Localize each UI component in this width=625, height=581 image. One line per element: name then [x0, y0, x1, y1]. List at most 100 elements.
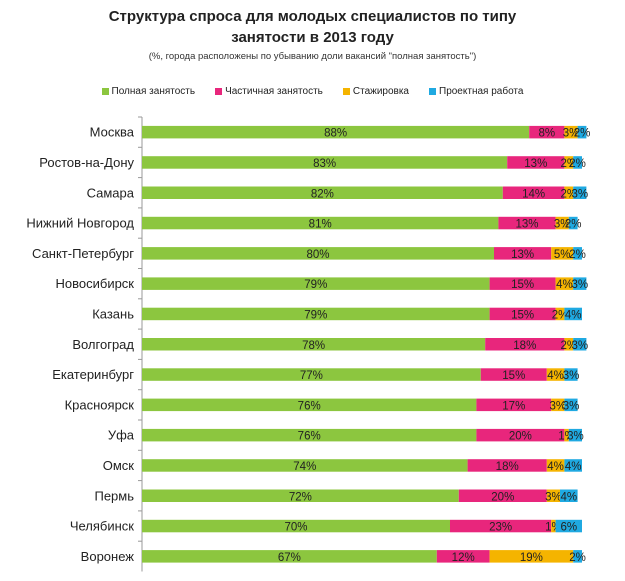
bar-segment: [142, 398, 477, 412]
data-label: 19%: [520, 552, 543, 564]
bar-segment: [485, 338, 565, 351]
bar-segment: [142, 338, 486, 351]
data-label: 81%: [309, 219, 332, 231]
bar-segment: [142, 216, 499, 230]
data-label: 88%: [324, 128, 347, 140]
bar-segment: [489, 550, 574, 563]
data-label: 18%: [513, 340, 536, 352]
bar-segment: [564, 307, 582, 321]
data-label: 5%: [554, 249, 571, 261]
legend-swatch: [215, 88, 223, 95]
bar-segment: [502, 186, 565, 199]
bar-segment: [573, 247, 582, 260]
category-label: Уфа: [108, 428, 135, 443]
data-label: 67%: [278, 552, 301, 564]
bar-segment: [564, 156, 574, 169]
bar-segment: [555, 307, 565, 321]
bar-segment: [142, 459, 468, 472]
category-label: Казань: [92, 306, 134, 321]
data-label: 6%: [560, 522, 577, 534]
bar-segment: [577, 125, 587, 139]
data-label: 3%: [563, 370, 580, 382]
category-label: Ростов-на-Дону: [39, 155, 134, 170]
data-label: 2%: [560, 188, 577, 200]
bar-segment: [546, 489, 560, 502]
legend-swatch: [342, 88, 350, 95]
category-label: Екатеринбург: [52, 367, 134, 382]
data-label: 76%: [298, 400, 321, 412]
legend-item: Стажировка: [342, 86, 409, 97]
bar-segment: [551, 519, 556, 533]
category-label: Воронеж: [81, 549, 135, 564]
bar-segment: [555, 216, 569, 230]
bar-segment: [450, 519, 552, 533]
data-label: 78%: [302, 340, 325, 352]
data-label: 72%: [289, 491, 312, 503]
bar-segment: [142, 247, 494, 260]
bar-segment: [498, 216, 556, 230]
bar-segment: [142, 186, 503, 199]
data-label: 76%: [298, 431, 321, 443]
data-label: 77%: [300, 370, 323, 382]
bar-segment: [489, 277, 556, 290]
chart-title: Структура спроса для молодых специалисто…: [0, 6, 625, 48]
bar-segment: [142, 550, 437, 563]
legend: Полная занятость Частичная занятость Стажи…: [0, 86, 625, 97]
chart-subtitle: (%, города расположены по убыванию доли …: [148, 51, 477, 62]
data-label: 13%: [524, 158, 547, 170]
data-label: 14%: [522, 188, 545, 200]
data-label: 2%: [560, 158, 577, 170]
bar-segment: [494, 247, 552, 260]
data-label: 3%: [571, 188, 588, 200]
legend-swatch: [429, 88, 436, 95]
bar-segment: [555, 277, 574, 290]
category-label: Санкт-Петербург: [32, 246, 134, 261]
bar-segment: [573, 550, 582, 563]
data-label: 70%: [284, 522, 307, 534]
bar-segment: [546, 459, 565, 472]
bar-segment: [573, 277, 587, 290]
data-label: 13%: [511, 249, 534, 261]
data-label: 2%: [569, 552, 586, 564]
bar-segment: [551, 247, 574, 260]
legend-item: Проектная работа: [429, 86, 523, 97]
bar-segment: [142, 156, 508, 169]
bar-segment: [564, 459, 582, 472]
data-label: 20%: [491, 491, 514, 503]
data-label: 3%: [571, 340, 588, 352]
legend-item: Частичная занятость: [215, 86, 323, 97]
data-label: 3%: [549, 400, 566, 412]
category-label: Омск: [103, 458, 135, 473]
bar-segment: [142, 307, 490, 321]
data-label: 3%: [563, 128, 580, 140]
bar-segment: [568, 428, 582, 442]
bar-segment: [142, 519, 450, 533]
bar-segment: [467, 459, 547, 472]
data-label: 79%: [304, 309, 327, 321]
data-label: 15%: [511, 309, 534, 321]
category-label: Челябинск: [70, 519, 134, 534]
data-label: 83%: [313, 158, 336, 170]
data-label: 12%: [452, 552, 475, 564]
legend-label: Проектная работа: [439, 86, 524, 97]
data-label: 4%: [565, 309, 582, 321]
data-label: 3%: [545, 491, 562, 503]
category-label: Нижний Новгород: [26, 216, 134, 231]
data-label: 3%: [571, 279, 588, 291]
data-label: 3%: [567, 431, 584, 443]
chart-title-line2: занятости в 2013 году: [231, 29, 394, 46]
bar-segment: [480, 368, 547, 381]
data-label: 2%: [552, 309, 569, 321]
bar-segment: [142, 489, 459, 502]
legend-label: Полная занятость: [111, 86, 196, 97]
bar-segment: [564, 125, 578, 139]
bar-segment: [564, 338, 574, 351]
bar-segment: [560, 489, 578, 502]
bar-segment: [507, 156, 565, 169]
data-label: 2%: [565, 219, 582, 231]
bar-segment: [142, 125, 530, 139]
bar-segment: [555, 519, 582, 533]
bar-segment: [436, 550, 490, 563]
bar-segment: [142, 428, 477, 442]
